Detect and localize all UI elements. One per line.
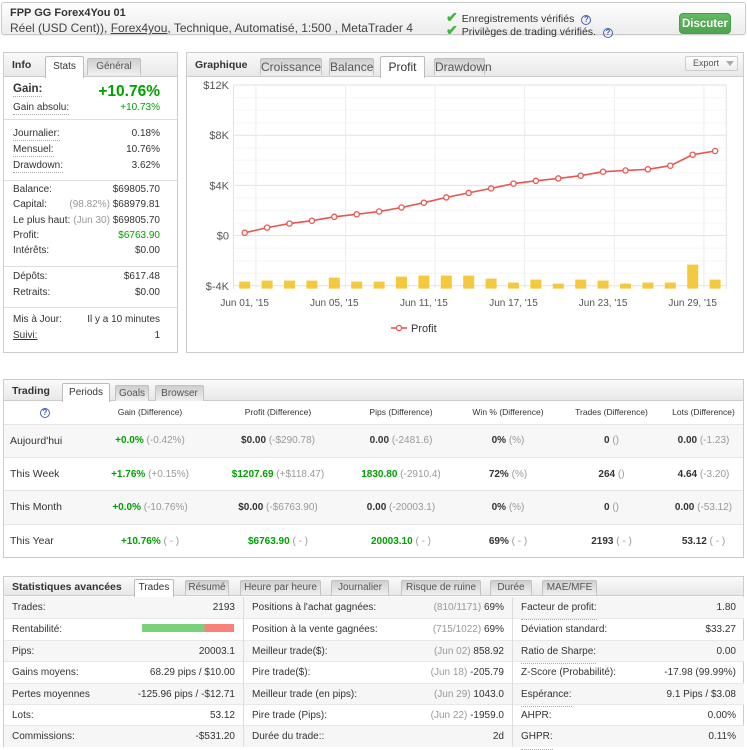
svg-text:Jun 11, '15: Jun 11, '15 [400, 298, 448, 309]
svg-text:$-4K: $-4K [206, 281, 230, 293]
svg-text:$4K: $4K [209, 180, 229, 192]
svg-text:Profit: Profit [411, 323, 437, 335]
svg-text:Jun 01, '15: Jun 01, '15 [220, 298, 269, 309]
svg-text:$12K: $12K [203, 80, 229, 92]
svg-text:$8K: $8K [209, 130, 229, 142]
svg-text:Jun 29, '15: Jun 29, '15 [668, 298, 717, 309]
svg-text:$0: $0 [217, 231, 229, 243]
svg-text:Jun 17, '15: Jun 17, '15 [489, 298, 538, 309]
svg-text:Jun 23, '15: Jun 23, '15 [579, 298, 628, 309]
svg-text:Jun 05, '15: Jun 05, '15 [310, 298, 359, 309]
